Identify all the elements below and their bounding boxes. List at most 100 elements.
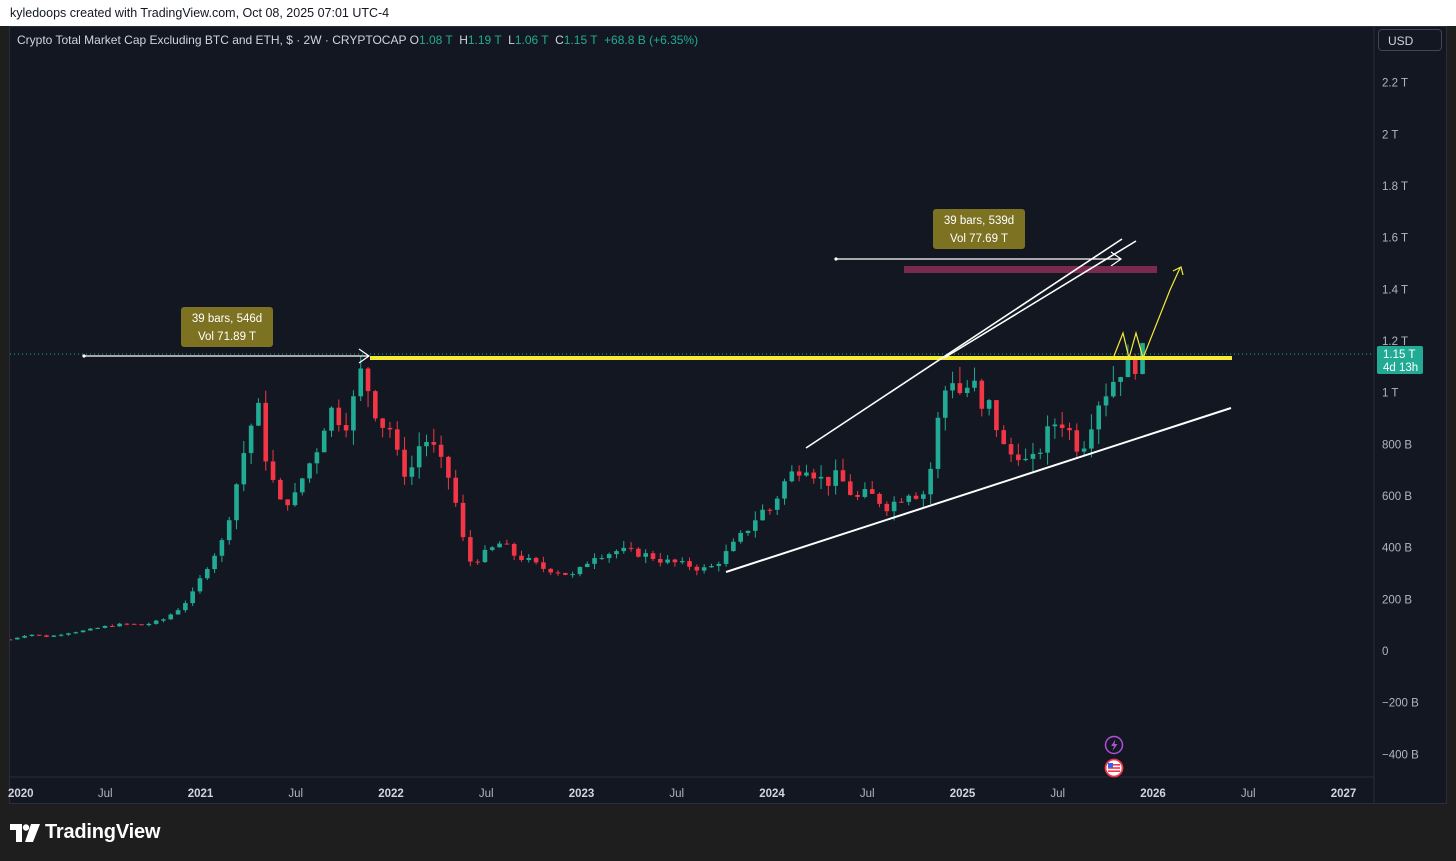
candle-body	[811, 472, 817, 479]
candle-body	[606, 554, 612, 559]
candle-body	[256, 402, 261, 426]
upper-channel-line-2[interactable]	[943, 240, 1137, 359]
candle-body	[409, 467, 415, 477]
candle-body	[913, 495, 919, 499]
candle-body	[1037, 452, 1043, 454]
candle-body	[672, 559, 678, 563]
candle-body	[1008, 444, 1014, 455]
candle-body	[380, 418, 385, 428]
candle-body	[1067, 428, 1072, 431]
candle-body	[36, 634, 42, 636]
candle-body	[424, 442, 429, 447]
range-label-2-line2: Vol 77.69 T	[950, 233, 1008, 245]
candle-body	[650, 553, 656, 559]
y-tick-label: 800 B	[1382, 439, 1412, 451]
drawings-layer	[10, 238, 1374, 573]
candle-body	[343, 425, 349, 431]
tradingview-logo-icon	[10, 824, 40, 842]
candle-body	[694, 566, 700, 571]
candle-body	[219, 540, 225, 556]
candle-body	[884, 503, 890, 512]
x-tick-label: 2021	[188, 788, 214, 800]
candle-body	[774, 498, 780, 510]
range-label-1-line2: Vol 71.89 T	[198, 331, 256, 343]
low-value: 1.06 T	[514, 33, 549, 47]
candle-body	[1045, 426, 1050, 453]
range-label-1[interactable]: 39 bars, 546d Vol 71.89 T	[181, 307, 273, 347]
candle-body	[460, 502, 466, 538]
candle-body	[329, 407, 334, 431]
candle-body	[402, 449, 407, 477]
candle-body	[994, 400, 999, 431]
candle-body	[336, 407, 342, 426]
candle-body	[270, 461, 276, 480]
candle-body	[577, 567, 583, 575]
candle-body	[679, 561, 685, 563]
candle-body	[1103, 396, 1109, 406]
candle-body	[307, 463, 312, 479]
low-label: L	[508, 33, 515, 47]
candle-body	[497, 543, 502, 548]
projection-path[interactable]	[1113, 267, 1181, 361]
candle-body	[511, 543, 517, 556]
x-tick-label: Jul	[288, 788, 303, 800]
candle-body	[1089, 429, 1094, 449]
candle-body	[709, 566, 714, 568]
candle-body	[563, 572, 568, 575]
candle-body	[88, 628, 93, 631]
candle-body	[658, 558, 663, 563]
candle-body	[1118, 377, 1123, 382]
candle-body	[10, 639, 13, 641]
candle-body	[636, 548, 641, 557]
series-legend[interactable]: Crypto Total Market Cap Excluding BTC an…	[17, 33, 698, 47]
candle-body	[855, 494, 860, 497]
projection-arrowhead	[1172, 266, 1184, 276]
lightning-event-icon[interactable]	[1104, 735, 1124, 755]
time-scale: 2020 Jul 2021 Jul 2022 Jul 2023 Jul 2024 Jul 2025 J…	[8, 788, 1356, 800]
candle-body	[979, 380, 985, 409]
candle-body	[767, 509, 773, 511]
candle-body	[153, 620, 159, 624]
candle-body	[358, 368, 364, 397]
candle-body	[891, 501, 897, 512]
upper-channel-line-1[interactable]	[805, 238, 1123, 449]
candle-body	[278, 479, 283, 500]
range-label-2[interactable]: 39 bars, 539d Vol 77.69 T	[933, 209, 1025, 249]
lower-trendline[interactable]	[725, 407, 1232, 573]
candle-body	[533, 557, 539, 563]
candle-body	[263, 402, 269, 462]
candle-body	[789, 471, 795, 482]
candle-body	[628, 547, 634, 549]
y-tick-label: 1.6 T	[1382, 233, 1408, 245]
candle-body	[1016, 454, 1021, 461]
candle-body	[957, 383, 963, 394]
candle-body	[489, 547, 495, 550]
candle-body	[1132, 357, 1138, 374]
open-value: 1.08 T	[418, 33, 453, 47]
x-tick-label: Jul	[860, 788, 875, 800]
candle-body	[314, 452, 320, 464]
target-zone[interactable]	[904, 266, 1157, 273]
candle-body	[731, 541, 736, 552]
x-tick-label: 2026	[1140, 788, 1166, 800]
candle-body	[1030, 453, 1036, 459]
candle-body	[906, 495, 912, 502]
candle-body	[29, 634, 35, 636]
candle-body	[365, 368, 371, 392]
x-tick-label: 2023	[569, 788, 595, 800]
us-flag-event-icon[interactable]	[1104, 758, 1124, 778]
candle-body	[541, 562, 546, 569]
candle-body	[1023, 458, 1028, 461]
candle-body	[869, 489, 875, 494]
candle-body	[431, 442, 437, 445]
x-tick-label: Jul	[1241, 788, 1256, 800]
currency-button[interactable]: USD	[1378, 29, 1442, 51]
x-tick-label: Jul	[669, 788, 684, 800]
candle-body	[117, 623, 122, 627]
y-tick-label: 1.8 T	[1382, 181, 1408, 193]
close-value: 1.15 T	[563, 33, 598, 47]
footer-brand-bar: TradingView	[0, 804, 1456, 861]
candle-body	[760, 509, 765, 521]
candle-body	[804, 472, 809, 476]
